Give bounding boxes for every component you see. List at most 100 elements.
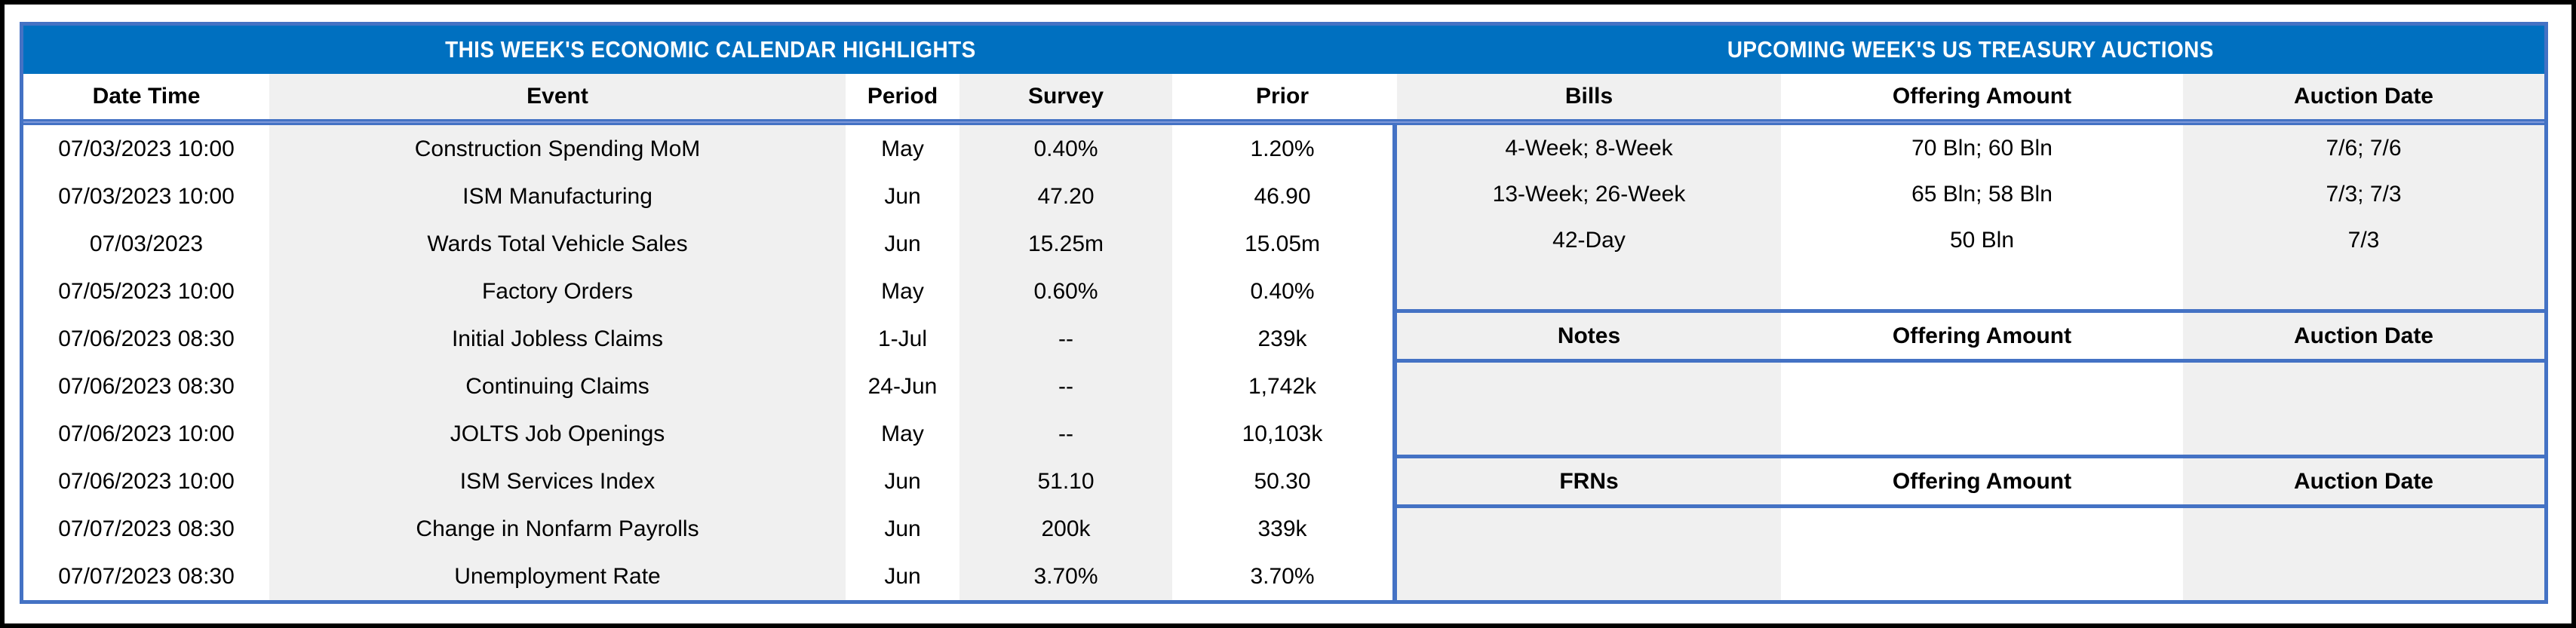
cell-period: May <box>881 421 924 446</box>
cell-date-time: 07/07/2023 08:30 <box>58 516 235 541</box>
column-event: Construction Spending MoM ISM Manufactur… <box>269 125 846 600</box>
cell-event: Initial Jobless Claims <box>451 326 664 351</box>
cell-survey: 0.60% <box>1033 278 1098 304</box>
cell-survey: 47.20 <box>1037 183 1095 209</box>
cell-auction-date <box>2183 409 2544 455</box>
cell-prior: 0.40% <box>1250 278 1315 304</box>
cell-date-time: 07/05/2023 10:00 <box>58 278 235 304</box>
col-header-prior: Prior <box>1172 74 1392 119</box>
cell-period: May <box>881 136 924 161</box>
cell-auction-date: 7/3 <box>2347 227 2380 253</box>
cell-note-security <box>1397 363 1781 409</box>
treasury-auctions-title-text: UPCOMING WEEK'S US TREASURY AUCTIONS <box>1727 36 2214 63</box>
cell-period: Jun <box>884 183 921 209</box>
cell-prior: 50.30 <box>1254 468 1311 494</box>
cell-survey: 200k <box>1041 516 1091 541</box>
cell-period: Jun <box>884 516 921 541</box>
column-auction-date: 7/6; 7/6 7/3; 7/3 7/3 Auction Date Aucti… <box>2183 125 2544 600</box>
cell-period: 1-Jul <box>877 326 928 351</box>
cell-event: Wards Total Vehicle Sales <box>427 231 688 256</box>
cell-event: Factory Orders <box>481 278 634 304</box>
section-header-frns: FRNs <box>1397 455 1781 508</box>
column-survey: 0.40% 47.20 15.25m 0.60% -- -- -- 51.10 … <box>959 125 1172 600</box>
cell-date-time: 07/07/2023 08:30 <box>58 563 235 589</box>
cell-bill-security <box>1397 263 1781 309</box>
col-header-date-time: Date Time <box>23 74 269 119</box>
cell-prior: 10,103k <box>1242 421 1323 446</box>
cell-auction-date <box>2183 363 2544 409</box>
cell-event: JOLTS Job Openings <box>450 421 665 446</box>
cell-prior: 1.20% <box>1250 136 1315 161</box>
col-header-period: Period <box>846 74 959 119</box>
cell-period: May <box>881 278 924 304</box>
col-header-event: Event <box>269 74 846 119</box>
cell-event: Change in Nonfarm Payrolls <box>416 516 699 541</box>
cell-bill-security: 4-Week; 8-Week <box>1505 135 1673 161</box>
cell-event: Continuing Claims <box>465 373 649 399</box>
cell-offering-amount: 50 Bln <box>1949 227 2015 253</box>
cell-event: ISM Manufacturing <box>462 183 652 209</box>
cell-period: Jun <box>884 231 921 256</box>
cell-offering-amount: 70 Bln; 60 Bln <box>1911 135 2053 161</box>
economic-calendar-title-text: THIS WEEK'S ECONOMIC CALENDAR HIGHLIGHTS <box>444 36 976 63</box>
table-body: 07/03/2023 10:00 07/03/2023 10:00 07/03/… <box>23 125 2544 600</box>
cell-date-time: 07/03/2023 10:00 <box>58 136 235 161</box>
column-bills: 4-Week; 8-Week 13-Week; 26-Week 42-Day N… <box>1397 125 1781 600</box>
section-header-frns-auction-date: Auction Date <box>2183 455 2544 508</box>
cell-offering-amount <box>1781 363 2183 409</box>
cell-survey: 3.70% <box>1033 563 1098 589</box>
cell-date-time: 07/06/2023 08:30 <box>58 373 235 399</box>
section-header-notes-offering: Offering Amount <box>1781 309 2183 363</box>
cell-frn-security <box>1397 554 1781 600</box>
cell-date-time: 07/03/2023 <box>89 231 204 256</box>
treasury-auctions-title: UPCOMING WEEK'S US TREASURY AUCTIONS <box>1397 26 2544 74</box>
cell-survey: -- <box>1058 373 1073 399</box>
cell-period: Jun <box>884 468 921 494</box>
header-divider-gap <box>1392 74 1397 119</box>
cell-bill-security: 42-Day <box>1552 227 1626 253</box>
cell-offering-amount: 65 Bln; 58 Bln <box>1911 181 2053 207</box>
cell-offering-amount <box>1781 554 2183 600</box>
economic-calendar-title: THIS WEEK'S ECONOMIC CALENDAR HIGHLIGHTS <box>23 26 1397 74</box>
cell-event: Construction Spending MoM <box>414 136 701 161</box>
table-vertical-divider <box>1392 125 1397 600</box>
cell-period: 24-Jun <box>867 373 938 399</box>
column-period: May Jun Jun May 1-Jul 24-Jun May Jun Jun… <box>846 125 959 600</box>
cell-auction-date <box>2183 554 2544 600</box>
cell-survey: 51.10 <box>1037 468 1095 494</box>
cell-offering-amount <box>1781 263 2183 309</box>
title-bar: THIS WEEK'S ECONOMIC CALENDAR HIGHLIGHTS… <box>23 26 2544 74</box>
cell-auction-date <box>2183 508 2544 554</box>
cell-survey: 0.40% <box>1033 136 1098 161</box>
cell-period: Jun <box>884 563 921 589</box>
cell-prior: 239k <box>1257 326 1307 351</box>
cell-date-time: 07/06/2023 10:00 <box>58 468 235 494</box>
cell-event: ISM Services Index <box>459 468 656 494</box>
column-date-time: 07/03/2023 10:00 07/03/2023 10:00 07/03/… <box>23 125 269 600</box>
cell-bill-security: 13-Week; 26-Week <box>1492 181 1686 207</box>
cell-prior: 3.70% <box>1250 563 1315 589</box>
column-offering-amount: 70 Bln; 60 Bln 65 Bln; 58 Bln 50 Bln Off… <box>1781 125 2183 600</box>
section-header-notes-auction-date: Auction Date <box>2183 309 2544 363</box>
cell-auction-date: 7/6; 7/6 <box>2326 135 2402 161</box>
cell-date-time: 07/03/2023 10:00 <box>58 183 235 209</box>
cell-offering-amount <box>1781 409 2183 455</box>
cell-offering-amount <box>1781 508 2183 554</box>
cell-date-time: 07/06/2023 08:30 <box>58 326 235 351</box>
col-header-offering-amount: Offering Amount <box>1781 74 2183 119</box>
cell-prior: 1,742k <box>1248 373 1317 399</box>
col-header-survey: Survey <box>959 74 1172 119</box>
col-header-bills: Bills <box>1397 74 1781 119</box>
economic-report-table: THIS WEEK'S ECONOMIC CALENDAR HIGHLIGHTS… <box>20 22 2548 604</box>
cell-frn-security <box>1397 508 1781 554</box>
cell-prior: 15.05m <box>1244 231 1321 256</box>
section-header-notes: Notes <box>1397 309 1781 363</box>
cell-prior: 339k <box>1257 516 1307 541</box>
cell-survey: 15.25m <box>1027 231 1104 256</box>
header-double-rule <box>23 119 2544 125</box>
cell-event: Unemployment Rate <box>454 563 661 589</box>
cell-date-time: 07/06/2023 10:00 <box>58 421 235 446</box>
column-prior: 1.20% 46.90 15.05m 0.40% 239k 1,742k 10,… <box>1172 125 1392 600</box>
column-header-row: Date Time Event Period Survey Prior Bill… <box>23 74 2544 119</box>
